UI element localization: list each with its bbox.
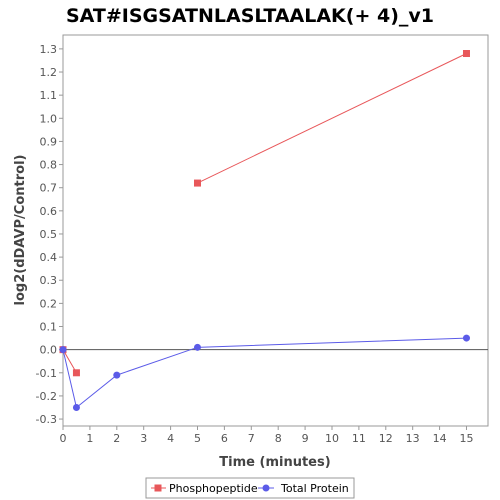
- data-point: [72, 369, 80, 377]
- y-tick-label: 0.8: [40, 159, 58, 172]
- legend-label-phosphopeptide: Phosphopeptide: [169, 482, 258, 495]
- y-tick-label: 0.9: [40, 135, 58, 148]
- series-line: [197, 53, 467, 184]
- y-tick-label: 0.5: [40, 228, 58, 241]
- legend: Phosphopeptide Total Protein: [145, 477, 355, 499]
- y-tick-label: 0.3: [40, 274, 58, 287]
- x-tick-label: 1: [86, 432, 93, 445]
- x-tick-label: 4: [167, 432, 174, 445]
- y-tick-label: -0.1: [36, 367, 57, 380]
- y-axis: -0.3 -0.2 -0.1 0.0 0.1 0.2 0.3 0.4 0.5 0.6 0.7 0.8 0…: [36, 43, 63, 426]
- x-tick-label: 2: [113, 432, 120, 445]
- y-tick-label: 0.1: [40, 321, 58, 334]
- y-tick-label: -0.2: [36, 390, 57, 403]
- x-tick-label: 3: [140, 432, 147, 445]
- legend-label-total-protein: Total Protein: [280, 482, 349, 495]
- plot-area: [62, 34, 489, 427]
- x-tick-label: 5: [194, 432, 201, 445]
- data-point: [59, 346, 67, 354]
- data-point: [193, 343, 201, 351]
- legend-circle-marker: [262, 484, 270, 492]
- y-tick-label: 0.0: [40, 344, 58, 357]
- x-tick-label: 13: [406, 432, 420, 445]
- x-axis-label: Time (minutes): [219, 455, 330, 470]
- legend-item-total-protein: Total Protein: [258, 482, 349, 495]
- x-tick-label: 6: [221, 432, 228, 445]
- y-tick-label: 0.4: [40, 251, 58, 264]
- y-tick-label: 0.2: [40, 297, 58, 310]
- y-tick-label: 1.3: [40, 43, 58, 56]
- data-point: [462, 334, 470, 342]
- y-tick-label: -0.3: [36, 413, 57, 426]
- x-tick-label: 9: [302, 432, 309, 445]
- y-tick-label: 0.7: [40, 182, 58, 195]
- y-axis-label: log2(dDAVP/Control): [13, 155, 28, 306]
- y-tick-label: 0.6: [40, 205, 58, 218]
- x-tick-label: 11: [352, 432, 366, 445]
- data-point: [462, 50, 470, 58]
- x-tick-label: 14: [433, 432, 447, 445]
- x-tick-label: 8: [275, 432, 282, 445]
- legend-square-marker: [154, 484, 162, 492]
- x-tick-label: 10: [325, 432, 339, 445]
- legend-box: [145, 477, 355, 499]
- x-tick-label: 12: [379, 432, 393, 445]
- data-point: [113, 371, 121, 379]
- y-tick-label: 1.1: [40, 89, 58, 102]
- chart-title: SAT#ISGSATNLASLTAALAK(+ 4)_v1: [66, 5, 434, 27]
- x-tick-label: 7: [248, 432, 255, 445]
- series-line: [62, 349, 77, 374]
- y-tick-label: 1.0: [40, 112, 58, 125]
- legend-item-phosphopeptide: Phosphopeptide: [151, 482, 258, 495]
- series-total-protein: [59, 334, 470, 411]
- data-point: [193, 179, 201, 187]
- x-axis: 0 1 2 3 4 5 6 7 8 9 10 11 12 13 14 15: [60, 426, 473, 445]
- series-layer: [59, 50, 470, 411]
- data-point: [72, 403, 80, 411]
- x-tick-label: 0: [60, 432, 67, 445]
- y-tick-label: 1.2: [40, 66, 58, 79]
- x-tick-label: 15: [459, 432, 473, 445]
